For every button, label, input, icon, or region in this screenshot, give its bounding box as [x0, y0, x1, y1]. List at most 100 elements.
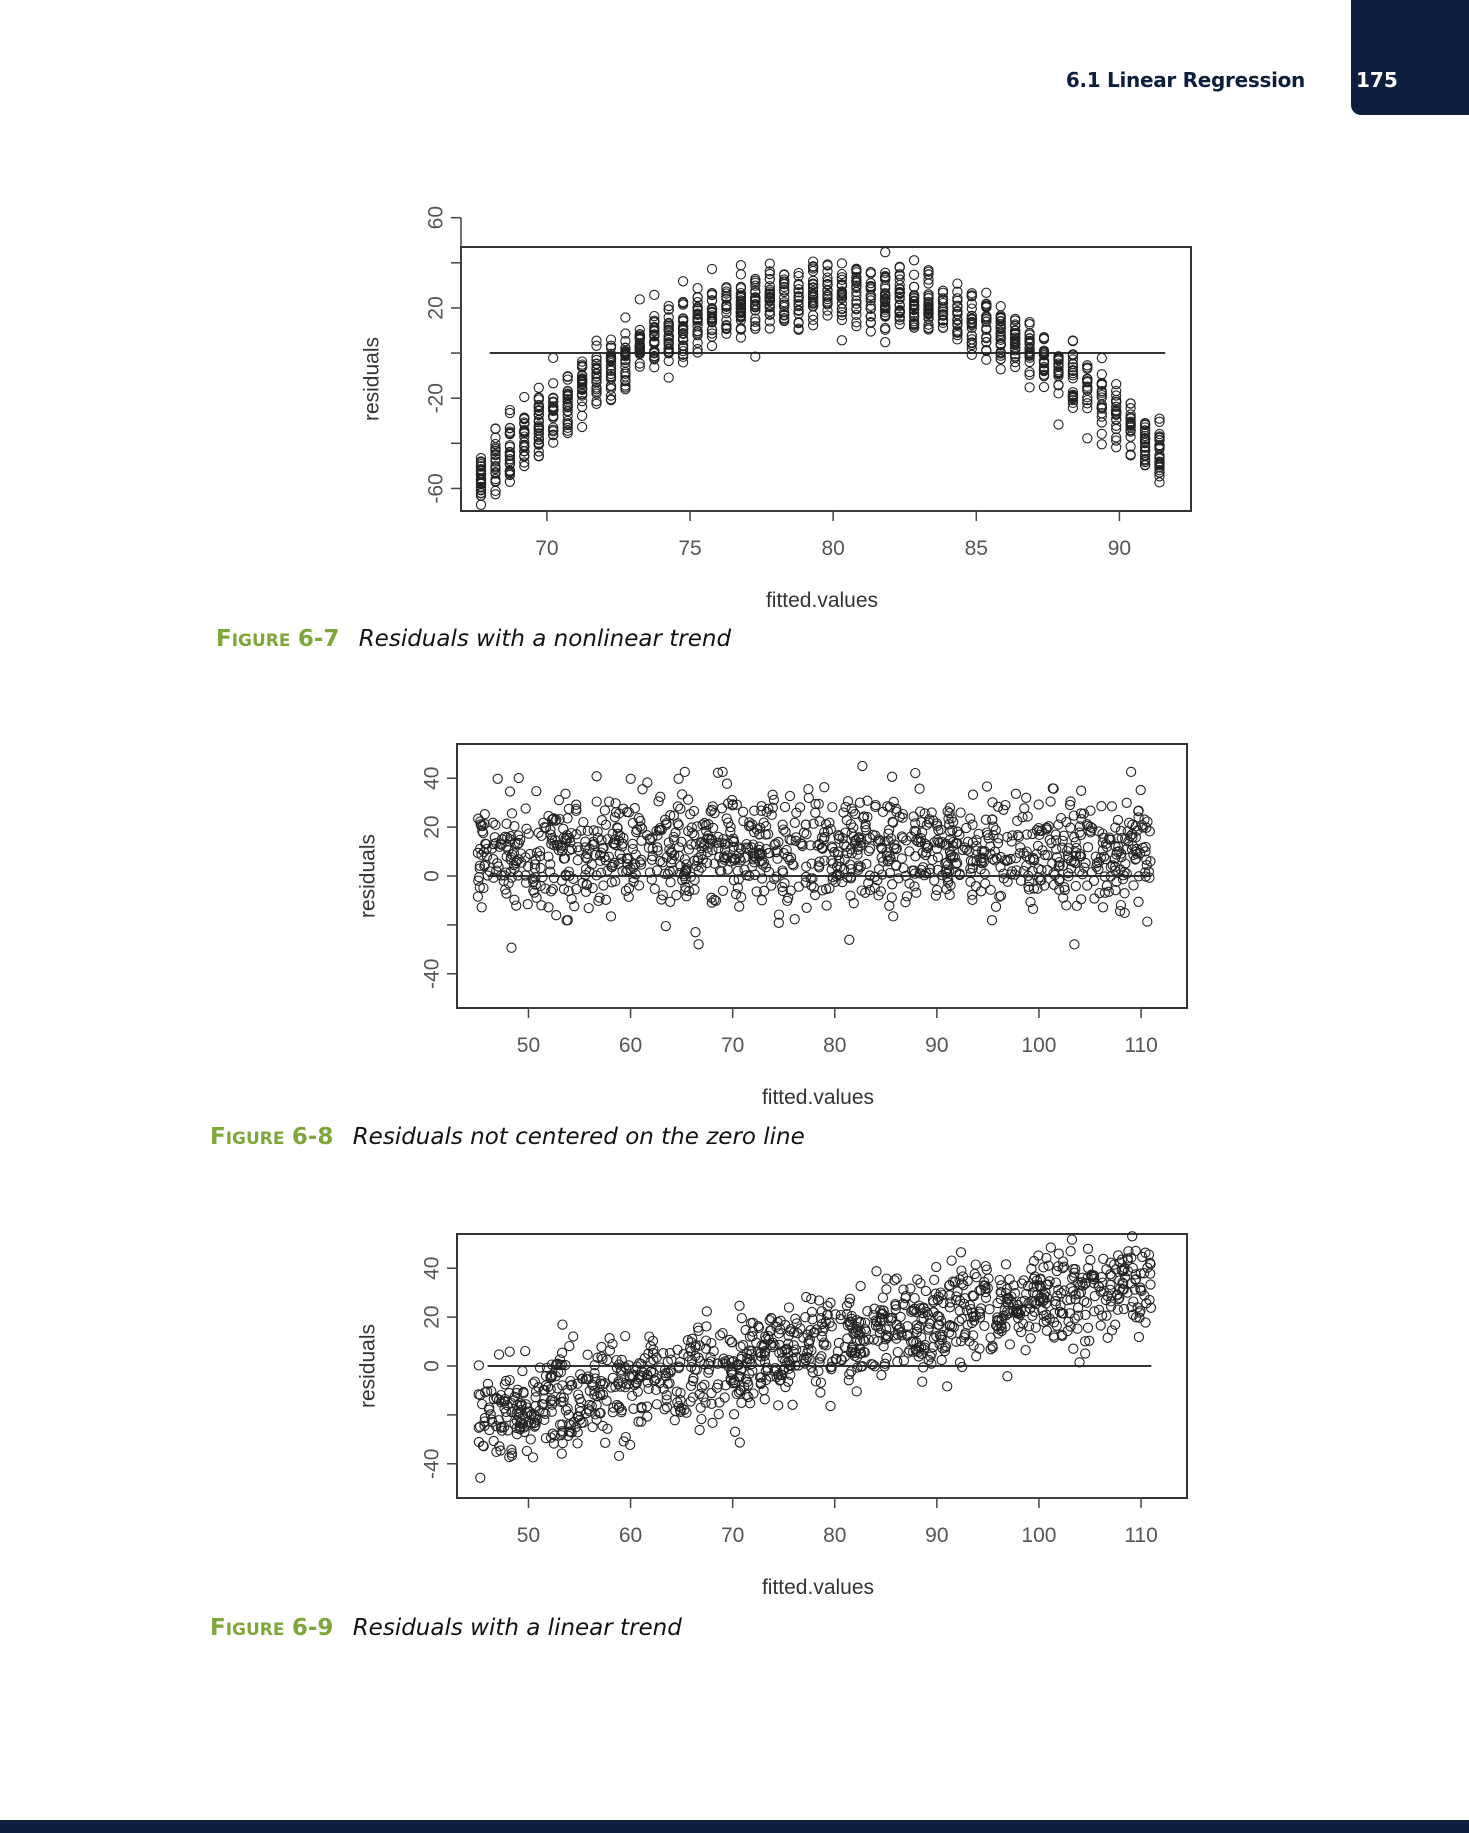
- data-point: [591, 368, 602, 380]
- data-point: [793, 298, 804, 310]
- data-point: [1050, 1277, 1062, 1288]
- data-point: [1125, 449, 1136, 460]
- data-point: [735, 295, 747, 306]
- data-point: [844, 1319, 856, 1330]
- data-point: [965, 867, 976, 879]
- data-point: [851, 275, 862, 286]
- data-point: [732, 882, 744, 893]
- data-point: [865, 311, 876, 322]
- x-tick-label: 50: [517, 1524, 540, 1547]
- data-point: [533, 450, 544, 462]
- data-point: [935, 1315, 947, 1326]
- data-point: [753, 848, 764, 860]
- data-point: [789, 914, 800, 925]
- data-point: [967, 894, 978, 906]
- data-point: [666, 847, 678, 859]
- data-point: [1024, 319, 1035, 330]
- data-point: [952, 300, 963, 311]
- data-point: [832, 869, 843, 880]
- data-point: [511, 1387, 522, 1399]
- data-point: [777, 819, 788, 830]
- data-point: [860, 822, 871, 833]
- data-point: [979, 1320, 990, 1332]
- x-tick-label: 100: [1021, 1524, 1056, 1547]
- data-point: [1045, 1242, 1056, 1253]
- data-point: [558, 853, 570, 864]
- data-point: [1062, 1295, 1073, 1306]
- data-point: [916, 1348, 927, 1359]
- data-point: [685, 809, 696, 820]
- data-point: [952, 308, 963, 320]
- data-point: [766, 809, 777, 821]
- data-point: [782, 1348, 793, 1359]
- data-point: [1096, 439, 1107, 450]
- data-point: [1088, 875, 1100, 886]
- data-point: [887, 817, 899, 828]
- data-point: [801, 1291, 812, 1303]
- data-point: [595, 855, 606, 867]
- data-point: [574, 1402, 585, 1413]
- data-point: [477, 826, 488, 837]
- data-point: [622, 859, 633, 870]
- data-point: [1036, 1282, 1047, 1294]
- data-point: [1111, 435, 1122, 446]
- data-point: [1075, 829, 1087, 841]
- data-point: [966, 349, 977, 361]
- data-point: [937, 314, 949, 326]
- data-point: [1010, 313, 1021, 325]
- data-point: [671, 890, 682, 901]
- data-point: [814, 1353, 826, 1364]
- data-point: [766, 880, 777, 891]
- data-point: [706, 287, 718, 299]
- data-point: [490, 443, 501, 455]
- data-point: [610, 876, 621, 887]
- data-point: [1024, 346, 1035, 357]
- data-point: [790, 835, 801, 846]
- data-point: [1130, 1312, 1142, 1323]
- data-point: [1082, 1322, 1094, 1333]
- data-point: [687, 1375, 699, 1387]
- data-point: [793, 284, 804, 295]
- data-point: [636, 1416, 647, 1427]
- data-point: [890, 844, 902, 855]
- data-point: [1082, 1243, 1094, 1254]
- data-point: [533, 404, 544, 416]
- scatter-points: [475, 247, 1165, 510]
- data-point: [1057, 835, 1068, 846]
- data-point: [651, 1373, 662, 1384]
- data-point: [706, 1387, 717, 1399]
- data-point: [985, 884, 996, 896]
- data-point: [880, 303, 891, 314]
- data-point: [706, 1337, 717, 1349]
- data-point: [490, 485, 501, 497]
- data-point: [798, 1353, 810, 1364]
- data-point: [697, 819, 708, 830]
- data-point: [539, 1385, 550, 1396]
- data-point: [515, 1422, 526, 1433]
- data-point: [504, 450, 516, 461]
- data-point: [681, 865, 692, 877]
- data-point: [801, 902, 812, 913]
- data-point: [734, 1300, 745, 1311]
- data-point: [1055, 812, 1067, 824]
- data-point: [821, 900, 832, 911]
- data-point: [851, 280, 862, 292]
- data-point: [692, 344, 703, 355]
- data-point: [967, 819, 978, 830]
- data-point: [815, 1312, 827, 1324]
- data-point: [922, 1309, 934, 1320]
- data-point: [604, 1333, 615, 1344]
- data-point: [1038, 357, 1050, 368]
- data-point: [936, 1354, 947, 1366]
- data-point: [473, 872, 485, 883]
- data-point: [694, 1424, 705, 1436]
- data-point: [964, 1300, 976, 1311]
- data-point: [894, 319, 905, 330]
- data-point: [1036, 864, 1047, 876]
- data-point: [1119, 888, 1130, 899]
- data-point: [496, 870, 507, 881]
- data-point: [826, 1361, 837, 1372]
- data-point: [782, 851, 793, 863]
- data-point: [605, 394, 617, 406]
- data-point: [921, 819, 932, 831]
